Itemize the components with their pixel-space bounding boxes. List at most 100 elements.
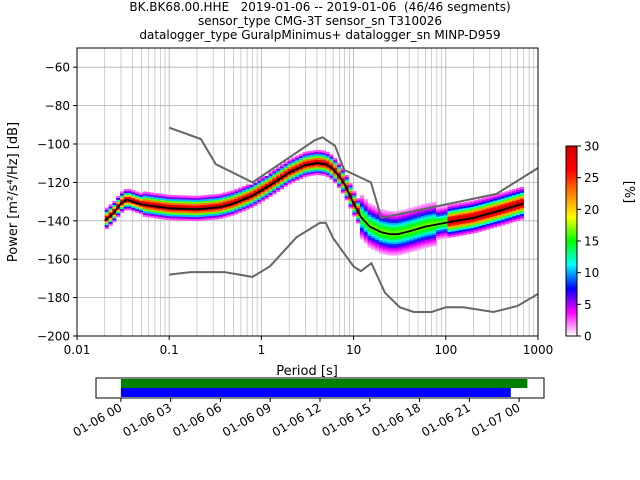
heatmap-cell <box>367 233 372 237</box>
heatmap-cell <box>219 201 224 204</box>
heatmap-cell <box>333 158 338 161</box>
heatmap-cell <box>161 209 166 212</box>
heatmap-cell <box>199 216 205 219</box>
heatmap-cell <box>386 210 391 214</box>
heatmap-cell <box>489 226 494 229</box>
heatmap-cell <box>108 204 113 207</box>
heatmap-cell <box>519 211 525 214</box>
coverage-tick-label: 01-06 03 <box>120 400 174 439</box>
colorbar-tick-label: 25 <box>584 171 599 185</box>
heatmap-cell <box>363 218 368 221</box>
heatmap-cell <box>196 213 201 216</box>
heatmap-cell <box>493 202 498 205</box>
heatmap-cell <box>382 213 387 217</box>
heatmap-cell <box>378 220 384 223</box>
heatmap-cell <box>112 200 117 204</box>
heatmap-cell <box>432 226 437 230</box>
heatmap-cell <box>222 196 227 199</box>
heatmap-cell <box>238 206 243 209</box>
heatmap-cell <box>104 207 109 210</box>
heatmap-cell <box>398 239 403 242</box>
heatmap-cell <box>154 193 159 196</box>
heatmap-cell <box>192 195 197 198</box>
heatmap-cell <box>417 239 422 243</box>
heatmap-cell <box>257 182 262 185</box>
heatmap-cell <box>398 241 403 244</box>
heatmap-cell <box>150 200 155 203</box>
heatmap-cell <box>287 159 292 162</box>
heatmap-cell <box>394 245 399 248</box>
heatmap-cell <box>371 230 376 233</box>
heatmap-cell <box>253 182 258 185</box>
heatmap-cell <box>405 239 410 242</box>
heatmap-cell <box>344 184 349 187</box>
heatmap-cell <box>519 206 525 209</box>
heatmap-cell <box>413 212 418 215</box>
heatmap-cell <box>462 227 467 230</box>
heatmap-cell <box>119 202 125 206</box>
heatmap-cell <box>318 153 323 157</box>
heatmap-cell <box>173 204 178 207</box>
heatmap-cell <box>398 222 403 225</box>
heatmap-cell <box>428 231 433 234</box>
heatmap-cell <box>169 204 174 207</box>
heatmap-cell <box>356 221 361 224</box>
heatmap-cell <box>108 206 113 209</box>
coverage-tick-label: 01-06 09 <box>220 400 274 439</box>
heatmap-cell <box>268 190 273 194</box>
heatmap-cell <box>359 198 365 201</box>
title-line-1: BK.BK68.00.HHE 2019-01-06 -- 2019-01-06 … <box>129 0 511 14</box>
heatmap-cell <box>299 167 304 170</box>
heatmap-cell <box>390 216 395 220</box>
heatmap-cell <box>272 182 277 185</box>
heatmap-cell <box>500 202 505 205</box>
heatmap-cell <box>386 245 391 248</box>
heatmap-cell <box>439 234 445 238</box>
heatmap-cell <box>352 208 357 211</box>
heatmap-cell <box>386 233 391 237</box>
heatmap-cell <box>139 208 144 211</box>
heatmap-cell <box>504 214 509 217</box>
heatmap-cell <box>497 207 502 210</box>
heatmap-cell <box>485 217 490 221</box>
heatmap-cell <box>196 203 201 206</box>
heatmap-cell <box>489 220 494 223</box>
heatmap-cell <box>424 239 429 242</box>
heatmap-cell <box>375 209 380 212</box>
heatmap-cell <box>108 212 113 215</box>
heatmap-cell <box>207 210 212 213</box>
heatmap-cell <box>420 229 425 232</box>
heatmap-cell <box>417 241 422 245</box>
heatmap-cell <box>302 173 307 176</box>
heatmap-cell <box>390 230 395 233</box>
x-tick-label: 0.1 <box>160 343 179 357</box>
heatmap-cell <box>329 156 334 159</box>
heatmap-cell <box>119 191 125 194</box>
heatmap-cell <box>302 165 307 168</box>
heatmap-cell <box>119 193 125 196</box>
heatmap-cell <box>485 204 490 207</box>
heatmap-cell <box>451 225 456 228</box>
heatmap-cell <box>458 208 464 211</box>
heatmap-cell <box>424 228 429 231</box>
heatmap-cell <box>386 218 391 221</box>
heatmap-cell <box>215 207 220 210</box>
heatmap-cell <box>135 199 140 202</box>
heatmap-cell <box>173 214 178 217</box>
heatmap-cell <box>455 209 460 212</box>
heatmap-cell <box>116 197 121 200</box>
heatmap-cell <box>260 182 266 185</box>
heatmap-cell <box>276 183 281 187</box>
heatmap-cell <box>146 205 151 208</box>
heatmap-cell <box>512 192 517 196</box>
heatmap-cell <box>481 215 486 218</box>
heatmap-cell <box>169 212 174 215</box>
heatmap-cell <box>203 210 208 213</box>
heatmap-cell <box>401 221 406 224</box>
heatmap-cell <box>371 247 376 250</box>
heatmap-cell <box>314 163 319 166</box>
heatmap-cell <box>241 191 246 194</box>
heatmap-cell <box>512 206 517 209</box>
heatmap-cell <box>378 232 384 235</box>
